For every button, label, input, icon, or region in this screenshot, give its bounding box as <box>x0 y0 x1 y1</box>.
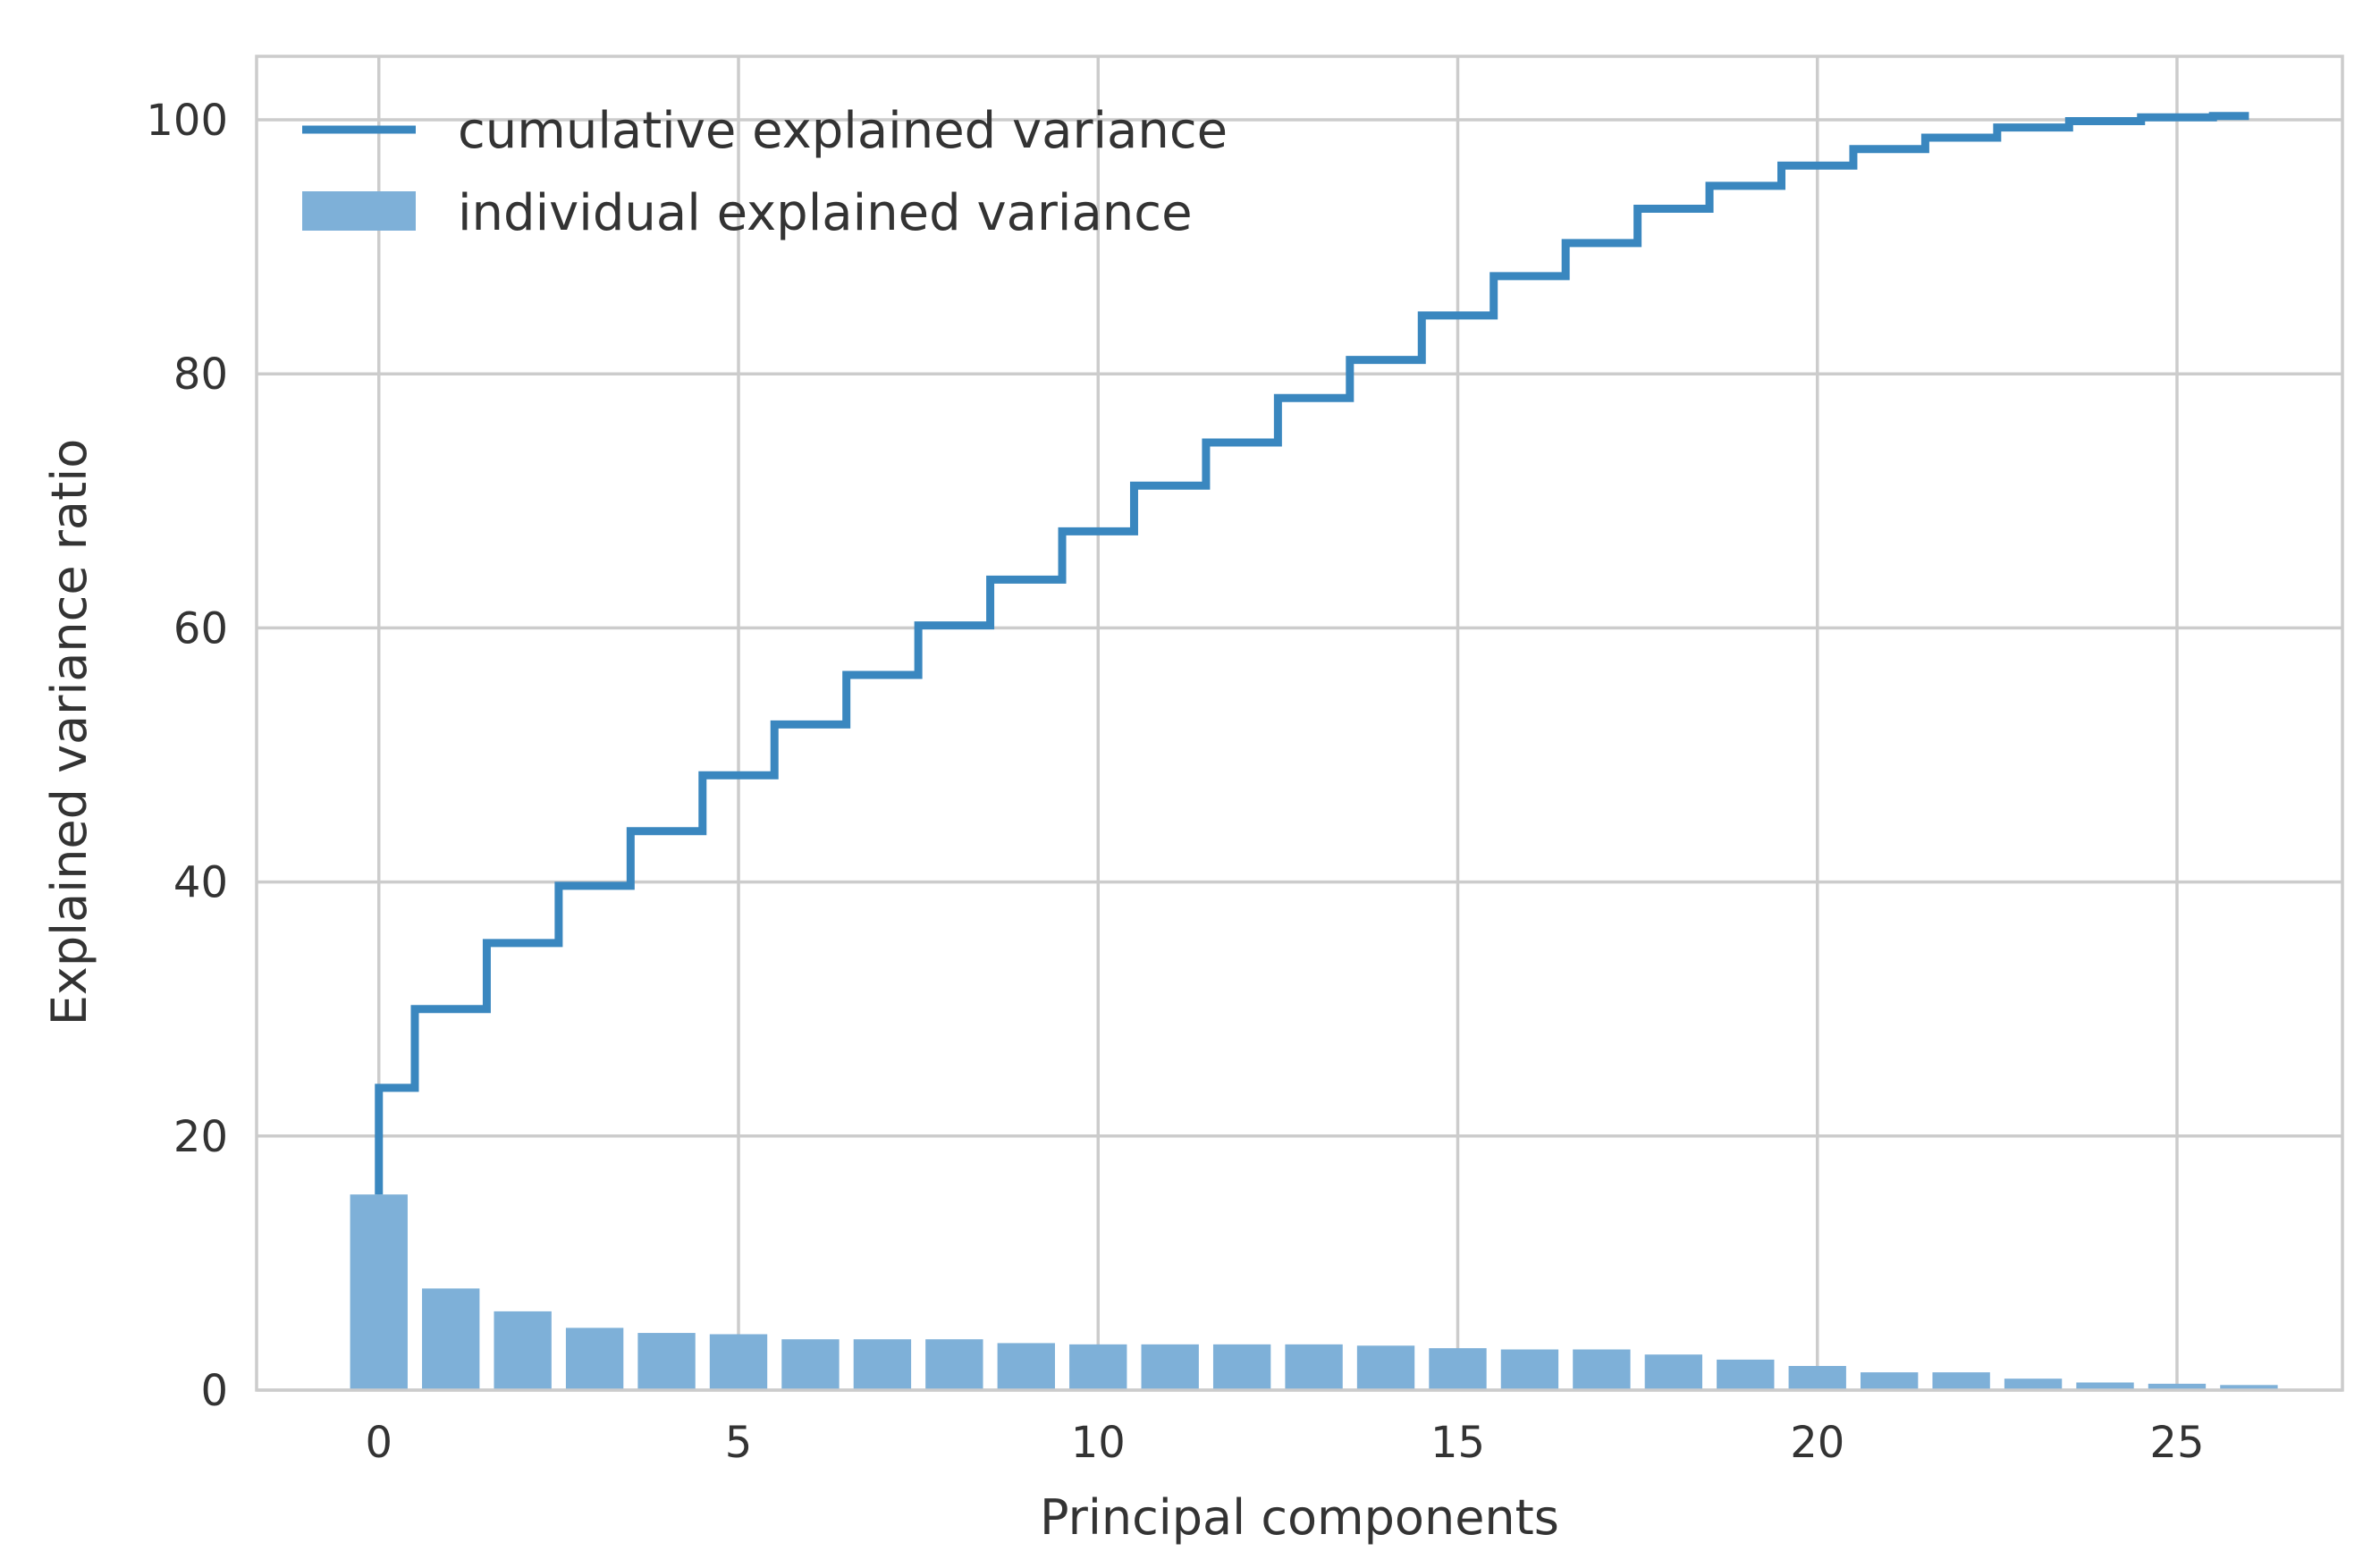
legend-bar-swatch <box>302 191 416 231</box>
bar-pc-3 <box>565 1328 624 1390</box>
bar-pc-15 <box>1429 1348 1487 1390</box>
bar-pc-5 <box>709 1334 768 1390</box>
bar-pc-24 <box>2076 1382 2134 1390</box>
x-axis-label: Principal components <box>1040 1489 1559 1546</box>
x-tick-label: 5 <box>725 1418 753 1468</box>
y-tick-label: 80 <box>173 350 228 400</box>
y-tick-label: 20 <box>173 1112 228 1162</box>
bar-pc-7 <box>853 1339 912 1390</box>
x-axis-ticks: 0 5 10 15 20 25 <box>365 1418 2204 1468</box>
bar-pc-9 <box>997 1343 1055 1390</box>
legend-label-individual: individual explained variance <box>458 184 1193 242</box>
bar-pc-6 <box>781 1339 840 1390</box>
line-series <box>375 112 2249 1195</box>
bar-pc-11 <box>1141 1344 1199 1390</box>
y-axis-ticks: 0 20 40 60 80 100 <box>146 96 228 1416</box>
bar-pc-12 <box>1212 1344 1271 1390</box>
bar-pc-16 <box>1500 1349 1559 1390</box>
bar-pc-14 <box>1356 1345 1415 1390</box>
bar-pc-19 <box>1717 1359 1775 1390</box>
bar-pc-2 <box>494 1311 552 1390</box>
bar-pc-1 <box>422 1288 480 1390</box>
y-tick-label: 60 <box>173 603 228 653</box>
legend: cumulative explained variance individual… <box>302 102 1228 242</box>
bar-pc-23 <box>2004 1378 2063 1390</box>
bar-pc-20 <box>1788 1366 1846 1390</box>
x-tick-label: 15 <box>1430 1418 1485 1468</box>
x-tick-label: 10 <box>1071 1418 1126 1468</box>
y-tick-label: 0 <box>200 1366 228 1416</box>
bar-pc-8 <box>925 1339 983 1390</box>
bar-pc-25 <box>2148 1383 2207 1390</box>
y-tick-label: 100 <box>146 96 228 146</box>
bar-pc-13 <box>1285 1344 1343 1390</box>
x-tick-label: 25 <box>2149 1418 2204 1468</box>
y-tick-label: 40 <box>173 858 228 908</box>
x-tick-label: 20 <box>1790 1418 1844 1468</box>
bar-pc-26 <box>2220 1385 2278 1390</box>
bar-pc-21 <box>1860 1372 1919 1390</box>
bar-pc-4 <box>637 1333 696 1390</box>
bar-pc-22 <box>1932 1372 1990 1390</box>
bar-pc-10 <box>1069 1344 1127 1390</box>
plot-frame <box>255 55 2344 1392</box>
bar-pc-0 <box>350 1194 408 1390</box>
bar-pc-17 <box>1573 1349 1631 1390</box>
bar-pc-18 <box>1644 1354 1703 1390</box>
y-axis-label: Explained variance ratio <box>41 439 97 1026</box>
cumulative-variance-line <box>375 112 2249 1195</box>
grid <box>257 56 2342 1392</box>
x-tick-label: 0 <box>365 1418 392 1468</box>
legend-label-cumulative: cumulative explained variance <box>458 102 1228 160</box>
bar-series <box>350 1194 2278 1390</box>
